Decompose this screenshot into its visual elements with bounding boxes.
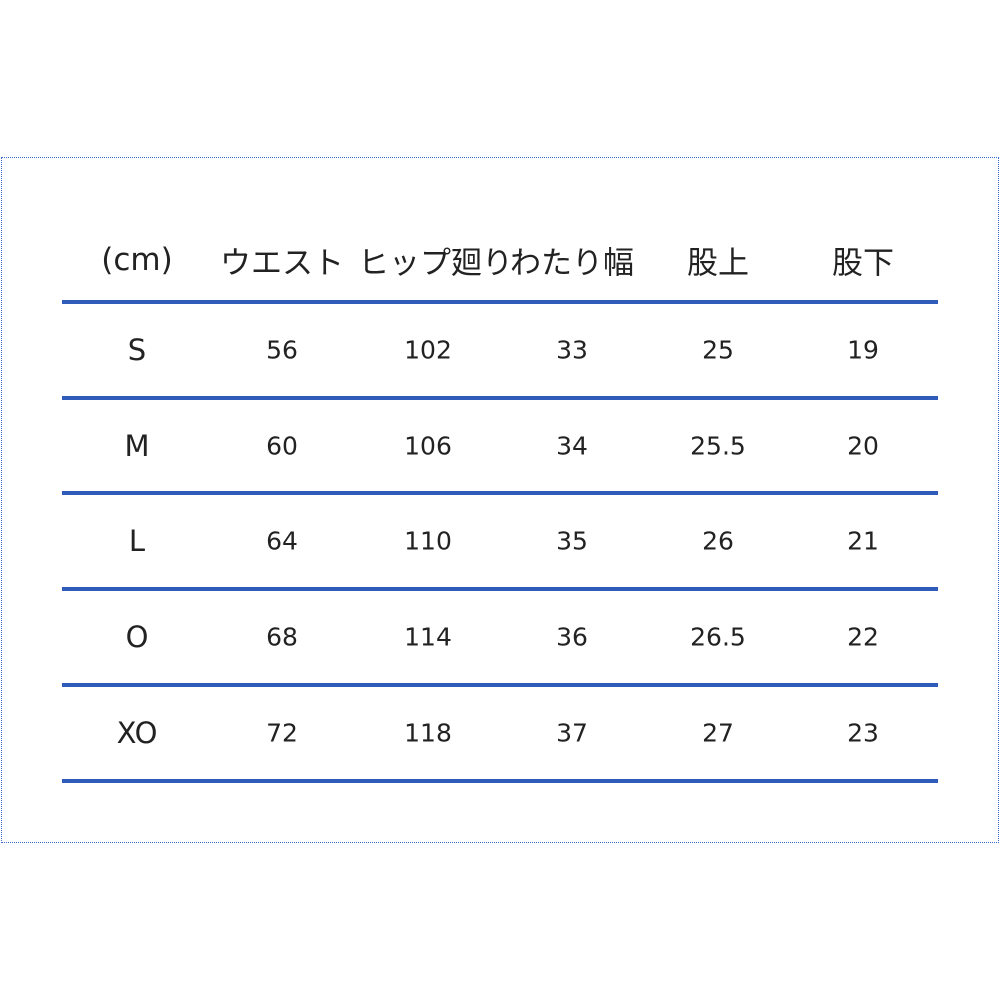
table-cell: 20 xyxy=(847,431,879,460)
size-label: S xyxy=(127,333,147,367)
table-cell: 22 xyxy=(847,622,879,652)
table-cell: 102 xyxy=(404,335,452,365)
row-rule xyxy=(62,779,938,783)
table-cell: 72 xyxy=(266,718,298,748)
header-cell: 股上 xyxy=(687,245,749,282)
table-cell: 35 xyxy=(556,526,588,556)
row-rule xyxy=(62,396,938,400)
table-cell: 26 xyxy=(702,526,734,556)
frame xyxy=(1,157,999,843)
header-cell: ウエスト xyxy=(220,245,344,282)
table-cell: 56 xyxy=(266,335,298,365)
size-label: O xyxy=(125,620,149,654)
table-cell: 19 xyxy=(847,335,879,365)
table-cell: 64 xyxy=(266,526,298,556)
row-rule xyxy=(62,300,938,304)
table-cell: 34 xyxy=(556,431,588,460)
row-rule xyxy=(62,491,938,495)
header-cell: わたり幅 xyxy=(510,245,634,282)
table-cell: 114 xyxy=(404,622,452,652)
header-cell: 股下 xyxy=(832,245,894,282)
size-label: M xyxy=(124,428,150,463)
table-cell: 36 xyxy=(556,622,588,652)
row-rule xyxy=(62,683,938,687)
table-cell: 33 xyxy=(556,335,588,365)
table-cell: 25 xyxy=(702,335,734,365)
table-cell: 25.5 xyxy=(690,431,746,460)
table-cell: 118 xyxy=(404,718,452,748)
size-label: L xyxy=(128,524,146,558)
header-cell: ヒップ廻り xyxy=(358,245,513,282)
row-rule xyxy=(62,587,938,591)
table-cell: 68 xyxy=(266,622,298,652)
table-cell: 106 xyxy=(404,431,452,460)
table-cell: 60 xyxy=(266,431,298,460)
header-cell: (cm) xyxy=(101,242,173,278)
table-cell: 21 xyxy=(847,526,879,556)
size-label: XO xyxy=(116,716,158,750)
table-cell: 26.5 xyxy=(690,622,746,652)
table-cell: 23 xyxy=(847,718,879,748)
table-cell: 110 xyxy=(404,526,452,556)
table-cell: 37 xyxy=(556,718,588,748)
table-cell: 27 xyxy=(702,718,734,748)
